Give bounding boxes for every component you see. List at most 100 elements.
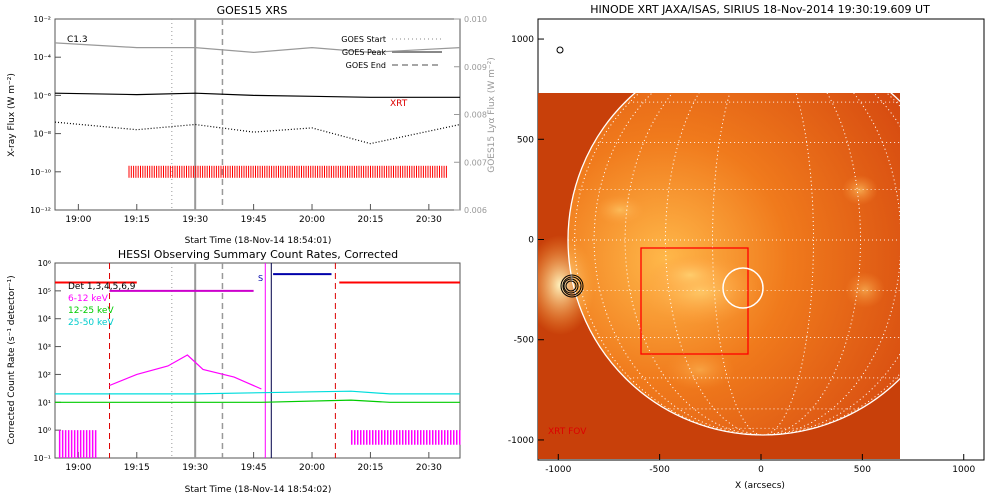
hessi-low-block-right (456, 430, 458, 445)
hessi-low-block-right (435, 430, 437, 445)
hessi-legend-12-25: 12-25 keV (68, 306, 114, 316)
hessi-y-tick-label: 10³ (38, 343, 51, 352)
xrt-y-tick-label: -500 (514, 336, 535, 346)
xrt-x-tick-label: 0 (758, 465, 764, 475)
hessi-frame (54, 262, 461, 459)
xrt-x-tick-label: -1000 (545, 465, 571, 475)
hessi-low-block-right (384, 430, 386, 445)
hessi-low-block-right (399, 430, 401, 445)
grid-longitude-line (712, 93, 814, 436)
legend-goes-end: GOES End (346, 61, 386, 70)
hessi-low-block-right (390, 430, 392, 445)
limb-contour-2 (563, 278, 579, 294)
hessi-low-block (85, 430, 88, 459)
active-region-lower (665, 350, 735, 390)
hessi-s-marker: S (258, 274, 263, 283)
goes-frame (54, 18, 461, 211)
limb-contours (560, 274, 584, 298)
goes-legend: GOES Start GOES Peak GOES End (341, 35, 442, 70)
hessi-low-block-right (360, 430, 362, 445)
hessi-legend-25-50: 25-50 keV (68, 318, 114, 328)
hessi-low-block (79, 430, 82, 459)
hessi-series-25-50-keV (55, 390, 460, 395)
goes-y-tick-label-right: 0.008 (464, 111, 487, 120)
xrt-image: XRT FOV (538, 93, 900, 459)
hessi-x-tick-label: 20:30 (416, 463, 442, 473)
goes-x-tick-label: 19:15 (124, 215, 150, 225)
goes-title: GOES15 XRS (217, 4, 288, 17)
goes-x-tick-label: 20:15 (357, 215, 383, 225)
hessi-low-block (67, 430, 70, 459)
hessi-y-tick-label: 10⁵ (38, 287, 51, 296)
hessi-x-axis: 19:00 19:15 19:30 19:45 20:00 20:15 20:30 (65, 452, 442, 473)
hessi-low-block (73, 430, 76, 459)
hessi-low-block-right (363, 430, 365, 445)
hessi-low-block-right (423, 430, 425, 445)
hessi-low-block-right (402, 430, 404, 445)
hessi-low-block-right (375, 430, 377, 445)
goes-short-series (54, 121, 461, 145)
xrt-fov-box (640, 247, 749, 355)
hessi-x-tick-label: 19:30 (182, 463, 208, 473)
goes-y-axis-right: 0.006 0.007 0.008 0.009 0.010 (454, 15, 487, 215)
hessi-low-block (82, 430, 85, 459)
goes-lya-series (54, 42, 461, 54)
hessi-x-label: Start Time (18-Nov-14 18:54:02) (185, 485, 332, 495)
hessi-low-block-right (450, 430, 452, 445)
legend-goes-start: GOES Start (341, 35, 386, 44)
origin-marker (556, 46, 564, 54)
hessi-low-block-right (414, 430, 416, 445)
hessi-low-block-right (393, 430, 395, 445)
hessi-low-block-right (444, 430, 446, 445)
goes-x-label: Start Time (18-Nov-14 18:54:01) (185, 236, 332, 246)
goes-long-series (54, 92, 460, 98)
hessi-low-block-right (408, 430, 410, 445)
goes-y-tick-label: 10⁻¹² (30, 206, 51, 215)
goes-y-label-left: X-ray Flux (W m⁻²) (7, 73, 17, 157)
hessi-low-block-right (396, 430, 398, 445)
goes-plot-area (54, 19, 461, 210)
hessi-y-tick-label: 10⁶ (38, 259, 51, 268)
goes-y-tick-label-right: 0.009 (464, 63, 487, 72)
hessi-low-block-right (453, 430, 455, 445)
hessi-y-tick-label: 10⁴ (38, 315, 51, 324)
xrt-x-tick-label: 500 (854, 465, 871, 475)
xrt-y-tick-label: 500 (517, 135, 534, 145)
hessi-low-block-right (354, 430, 356, 445)
active-region-lower-right (845, 272, 885, 308)
hessi-series-12-25-keV (55, 399, 460, 403)
grid-longitude-line (593, 93, 900, 436)
hessi-title: HESSI Observing Summary Count Rates, Cor… (118, 248, 398, 261)
hessi-y-tick-label: 10² (38, 370, 51, 379)
xrt-x-tick-label: -500 (649, 465, 670, 475)
hessi-legend: Det 1,3,4,5,6,9 6-12 keV 12-25 keV 25-50… (68, 282, 136, 328)
solar-limb (567, 93, 900, 436)
goes-y-label-right: GOES15 Lyα Flux (W m⁻²) (487, 57, 497, 173)
hessi-low-block-right (426, 430, 428, 445)
active-region-bright (650, 255, 730, 295)
hessi-x-tick-label: 20:15 (357, 463, 383, 473)
hessi-low-block-right (372, 430, 374, 445)
hessi-low-block-right (405, 430, 407, 445)
hessi-x-tick-label: 20:00 (299, 463, 325, 473)
hessi-low-block (61, 430, 64, 459)
hessi-low-block-right (378, 430, 380, 445)
hessi-low-block-right (429, 430, 431, 445)
hessi-low-block-right (369, 430, 371, 445)
hessi-plot-area (55, 263, 461, 459)
active-region-upper (595, 195, 645, 225)
hessi-y-tick-label: 10⁰ (38, 426, 51, 435)
hessi-low-block (58, 430, 61, 459)
goes-x-tick-label: 19:00 (65, 215, 91, 225)
hessi-low-block (70, 430, 73, 459)
hessi-low-block-right (387, 430, 389, 445)
hessi-low-block (88, 430, 91, 459)
hessi-low-block-right (441, 430, 443, 445)
hessi-panel: HESSI Observing Summary Count Rates, Cor… (7, 248, 461, 495)
hessi-legend-det: Det 1,3,4,5,6,9 (68, 282, 136, 292)
hessi-low-block-right (357, 430, 359, 445)
xrt-x-label: X (arcsecs) (735, 481, 785, 491)
goes-flare-class: C1.3 (67, 35, 88, 45)
goes-y-tick-label-right: 0.006 (464, 206, 487, 215)
goes-x-tick-label: 19:45 (241, 215, 267, 225)
